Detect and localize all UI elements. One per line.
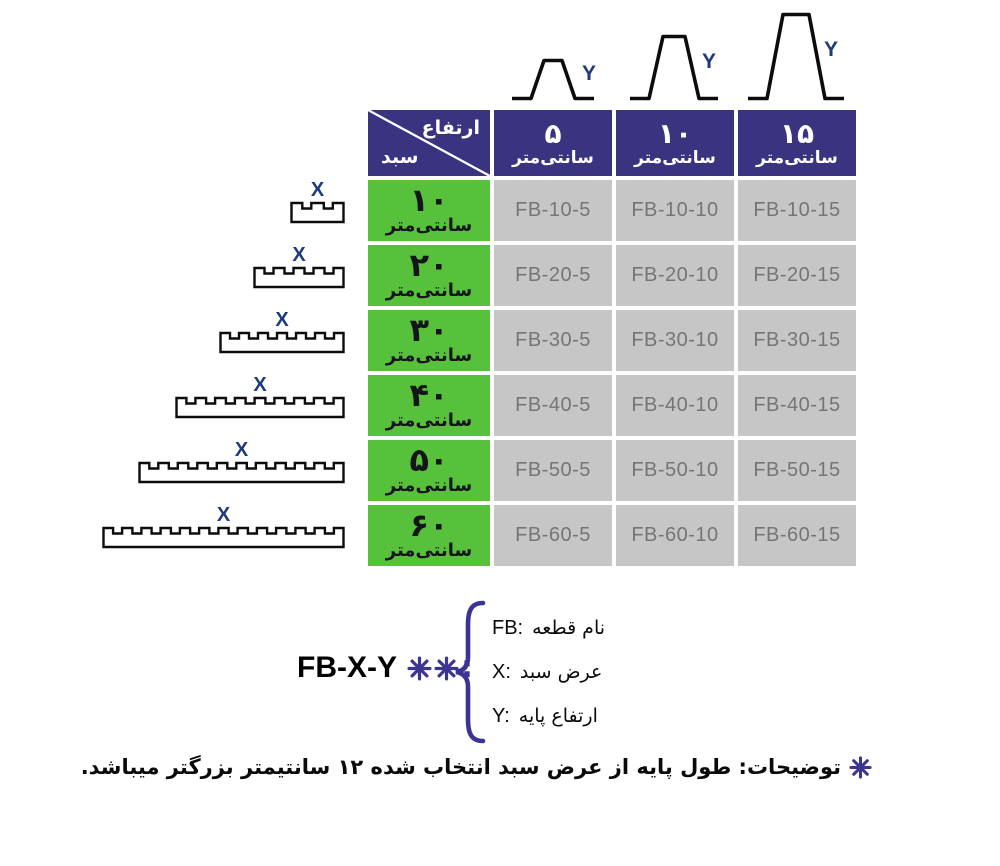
basket-profile-row-3: X: [219, 309, 345, 355]
column-header-height-2: ۱۰ سانتی‌متر: [616, 110, 734, 176]
legend-item-2: X: عرض سبد: [492, 650, 605, 694]
curly-brace-icon: [455, 600, 486, 744]
product-code-cell: FB-10-15: [738, 180, 856, 241]
product-code-table: ارتفاع سبد ۵ سانتی‌متر ۱۰ سانتی‌متر ۱۵ سانتی‌مت…: [368, 110, 856, 566]
basket-cross-section: [219, 331, 345, 354]
header-unit: سانتی‌متر: [512, 147, 594, 168]
product-code-cell: FB-20-15: [738, 245, 856, 306]
basket-profile-row-2: X: [253, 244, 345, 290]
product-code-cell: FB-60-10: [616, 505, 734, 566]
x-dimension-label: X: [234, 439, 249, 461]
asterisk-star-icon: [849, 756, 872, 779]
row-number: ۱۰: [409, 180, 449, 219]
table-corner-cell: ارتفاع سبد: [368, 110, 490, 176]
basket-profile-row-6: X: [102, 504, 345, 550]
header-number: ۱۰: [657, 116, 693, 150]
product-code-cell: FB-20-5: [494, 245, 612, 306]
basket-cross-section: [253, 266, 345, 289]
row-number: ۶۰: [409, 505, 449, 544]
legend-title: FB-X-Y :: [297, 651, 473, 685]
x-dimension-label: X: [310, 179, 325, 201]
row-header-width-5: ۵۰ سانتی‌متر: [368, 440, 490, 501]
product-code-cell: FB-50-10: [616, 440, 734, 501]
base-profile-diagram-3: [748, 12, 844, 101]
legend-item-key: X:: [492, 660, 511, 683]
y-dimension-label: Y: [582, 62, 597, 85]
product-code-cell: FB-40-5: [494, 375, 612, 436]
product-code-cell: FB-30-5: [494, 310, 612, 371]
header-number: ۱۵: [779, 116, 815, 150]
row-header-width-2: ۲۰ سانتی‌متر: [368, 245, 490, 306]
header-unit: سانتی‌متر: [634, 147, 716, 168]
legend-item-desc: نام قطعه: [532, 617, 606, 639]
header-unit: سانتی‌متر: [756, 147, 838, 168]
row-unit: سانتی‌متر: [385, 409, 473, 431]
x-dimension-label: X: [292, 244, 306, 266]
asterisk-star-icon: [407, 655, 432, 681]
legend-item-1: FB: نام قطعه: [492, 606, 605, 650]
y-dimension-label: Y: [702, 50, 717, 73]
column-header-height-1: ۵ سانتی‌متر: [494, 110, 612, 176]
product-code-cell: FB-60-5: [494, 505, 612, 566]
row-header-width-3: ۳۰ سانتی‌متر: [368, 310, 490, 371]
row-header-width-4: ۴۰ سانتی‌متر: [368, 375, 490, 436]
row-number: ۲۰: [409, 245, 449, 284]
x-dimension-label: X: [253, 374, 267, 396]
product-code-cell: FB-10-10: [616, 180, 734, 241]
product-code-cell: FB-20-10: [616, 245, 734, 306]
legend-items: FB: نام قطعه X: عرض سبد Y: ارتفاع پایه: [492, 606, 605, 738]
row-header-width-1: ۱۰ سانتی‌متر: [368, 180, 490, 241]
row-unit: سانتی‌متر: [385, 279, 473, 301]
asterisk-star-icon: [434, 655, 459, 681]
row-unit: سانتی‌متر: [385, 344, 473, 366]
basket-cross-section: [175, 396, 345, 419]
row-unit: سانتی‌متر: [385, 539, 473, 561]
row-unit: سانتی‌متر: [385, 474, 473, 496]
footnote: توضیحات: طول پایه از عرض سبد انتخاب شده …: [81, 752, 872, 782]
corner-label-basket: سبد: [381, 146, 419, 168]
product-code-cell: FB-50-5: [494, 440, 612, 501]
corner-label-height: ارتفاع: [421, 117, 480, 139]
base-profile-diagram-2: [630, 34, 718, 101]
row-number: ۳۰: [409, 310, 449, 349]
header-number: ۵: [544, 116, 562, 150]
row-header-width-6: ۶۰ سانتی‌متر: [368, 505, 490, 566]
basket-cross-section: [138, 461, 345, 484]
row-number: ۵۰: [409, 440, 449, 479]
x-dimension-label: X: [275, 309, 289, 331]
legend-item-key: FB:: [492, 616, 524, 639]
product-code-cell: FB-30-10: [616, 310, 734, 371]
product-code-cell: FB-10-5: [494, 180, 612, 241]
part-code-pattern: FB-X-Y: [297, 651, 397, 684]
basket-profile-row-4: X: [175, 374, 345, 420]
legend-item-desc: ارتفاع پایه: [518, 705, 598, 727]
row-number: ۴۰: [409, 375, 449, 414]
diagonal-divider: [368, 110, 490, 176]
product-code-cell: FB-60-15: [738, 505, 856, 566]
column-header-height-3: ۱۵ سانتی‌متر: [738, 110, 856, 176]
basket-cross-section: [102, 526, 345, 549]
product-code-cell: FB-40-15: [738, 375, 856, 436]
product-code-cell: FB-30-15: [738, 310, 856, 371]
row-unit: سانتی‌متر: [385, 214, 473, 236]
basket-cross-section: [290, 201, 345, 224]
legend-item-key: Y:: [492, 704, 510, 727]
basket-profile-row-5: X: [138, 439, 345, 485]
x-dimension-label: X: [216, 504, 231, 526]
footnote-text: توضیحات: طول پایه از عرض سبد انتخاب شده …: [80, 755, 841, 779]
y-dimension-label: Y: [824, 38, 839, 61]
legend-item-desc: عرض سبد: [519, 661, 603, 683]
product-code-cell: FB-50-15: [738, 440, 856, 501]
base-profile-diagram-1: [512, 58, 594, 101]
legend-item-3: Y: ارتفاع پایه: [492, 694, 605, 738]
basket-profile-row-1: X: [290, 179, 345, 225]
product-code-cell: FB-40-10: [616, 375, 734, 436]
